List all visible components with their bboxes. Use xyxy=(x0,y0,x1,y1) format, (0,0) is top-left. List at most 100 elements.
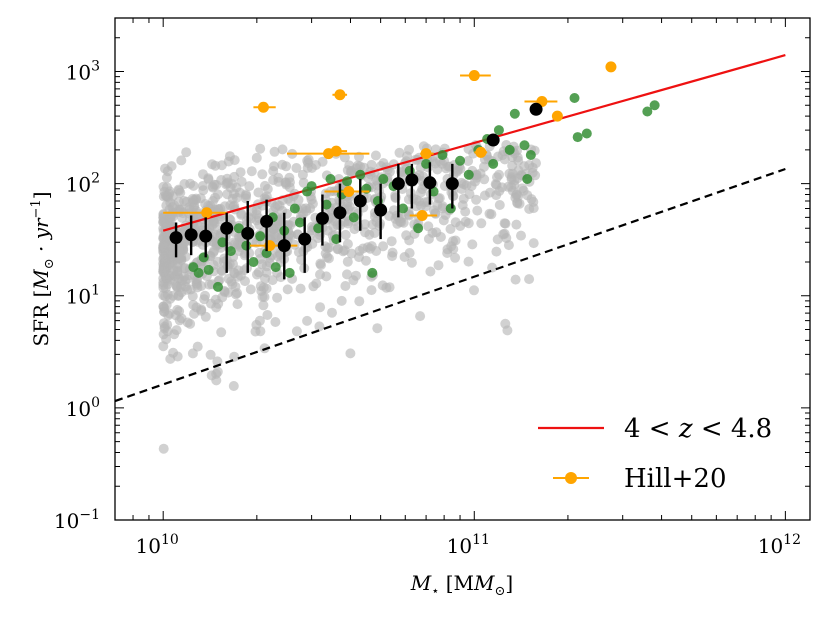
binned-median-point xyxy=(260,199,274,252)
median-marker xyxy=(529,102,543,116)
grey-point xyxy=(229,237,239,248)
grey-point xyxy=(232,271,243,282)
grey-point xyxy=(270,317,281,327)
median-marker xyxy=(315,211,329,225)
green-point xyxy=(248,256,259,267)
grey-point xyxy=(273,176,284,187)
grey-point xyxy=(159,254,170,265)
grey-point xyxy=(502,325,513,336)
x-tick-label: 1011 xyxy=(447,532,490,558)
green-point xyxy=(504,144,515,155)
y-axis-label: SFR [M⊙ · yr−1] xyxy=(29,191,57,346)
grey-point xyxy=(282,284,293,295)
grey-point xyxy=(295,283,306,294)
binned-median-point xyxy=(405,163,419,209)
grey-point xyxy=(158,181,169,192)
grey-point xyxy=(176,313,187,324)
grey-point xyxy=(455,163,466,174)
grey-point xyxy=(291,326,302,337)
grey-point xyxy=(270,202,281,212)
green-point xyxy=(509,108,520,119)
binned-median-point xyxy=(423,162,437,205)
green-point xyxy=(642,106,653,117)
grey-point xyxy=(298,177,309,188)
grey-point xyxy=(174,185,185,196)
binned-median-point xyxy=(529,102,543,116)
grey-point xyxy=(216,327,227,338)
grey-point xyxy=(484,208,495,219)
grey-point xyxy=(499,228,510,239)
green-point xyxy=(342,176,353,187)
grey-point xyxy=(348,275,359,286)
median-marker xyxy=(486,133,500,147)
grey-point xyxy=(179,196,190,206)
grey-point xyxy=(192,341,203,352)
grey-point xyxy=(494,200,505,210)
y-tick-label: 102 xyxy=(66,171,100,197)
grey-point xyxy=(463,256,474,267)
grey-point xyxy=(524,274,535,285)
green-point xyxy=(212,281,223,292)
binned-median-point xyxy=(315,194,329,246)
grey-point xyxy=(354,296,365,307)
green-point xyxy=(437,150,448,161)
grey-point xyxy=(209,245,220,256)
grey-point xyxy=(251,152,262,163)
hill20-marker xyxy=(201,207,213,219)
grey-point xyxy=(363,172,374,183)
grey-point xyxy=(516,230,526,241)
grey-point xyxy=(472,205,483,216)
x-tick-label: 1012 xyxy=(758,532,801,558)
grey-point xyxy=(524,204,535,214)
grey-point xyxy=(333,243,344,254)
grey-point xyxy=(327,307,337,318)
binned-median-point xyxy=(374,183,388,240)
grey-point xyxy=(261,191,272,202)
grey-point xyxy=(260,180,270,191)
grey-point xyxy=(240,276,250,287)
green-point xyxy=(525,150,536,161)
grey-point xyxy=(445,224,456,234)
legend-marker-hill20 xyxy=(565,472,577,484)
median-marker xyxy=(277,239,291,253)
tick-labels: 1010 1011 1012 10−1 100 101 102 103 xyxy=(54,58,801,558)
binned-median-point xyxy=(220,212,234,273)
grey-point xyxy=(172,266,183,276)
grey-point xyxy=(503,240,514,251)
green-point xyxy=(519,140,530,151)
grey-point xyxy=(207,181,218,192)
green-point xyxy=(488,158,499,169)
grey-point xyxy=(328,221,339,232)
grey-point xyxy=(425,266,436,277)
median-marker xyxy=(199,229,213,243)
binned-median-point xyxy=(445,163,459,209)
green-point xyxy=(198,252,209,263)
grey-point xyxy=(320,248,331,259)
grey-point xyxy=(386,236,397,247)
grey-point xyxy=(471,194,482,205)
grey-point xyxy=(228,381,239,391)
green-point xyxy=(294,217,305,228)
grey-point xyxy=(406,257,417,268)
median-marker xyxy=(374,203,388,217)
grey-point xyxy=(222,178,232,189)
grey-point xyxy=(189,308,200,319)
binned-median-point xyxy=(277,212,291,280)
grey-point xyxy=(161,334,172,345)
grey-point xyxy=(479,161,489,172)
y-tick-label: 103 xyxy=(66,58,100,84)
hill20-marker xyxy=(468,70,480,82)
grey-point xyxy=(340,229,351,240)
grey-point xyxy=(450,252,461,263)
grey-point xyxy=(336,295,347,306)
grey-point xyxy=(456,177,467,188)
grey-point xyxy=(339,152,350,163)
grey-point xyxy=(244,181,255,192)
grey-point xyxy=(232,299,243,310)
green-point xyxy=(455,155,466,166)
green-point xyxy=(306,181,317,192)
median-marker xyxy=(445,177,459,191)
grey-point xyxy=(467,239,478,250)
green-point xyxy=(445,203,456,214)
green-point xyxy=(284,267,295,278)
